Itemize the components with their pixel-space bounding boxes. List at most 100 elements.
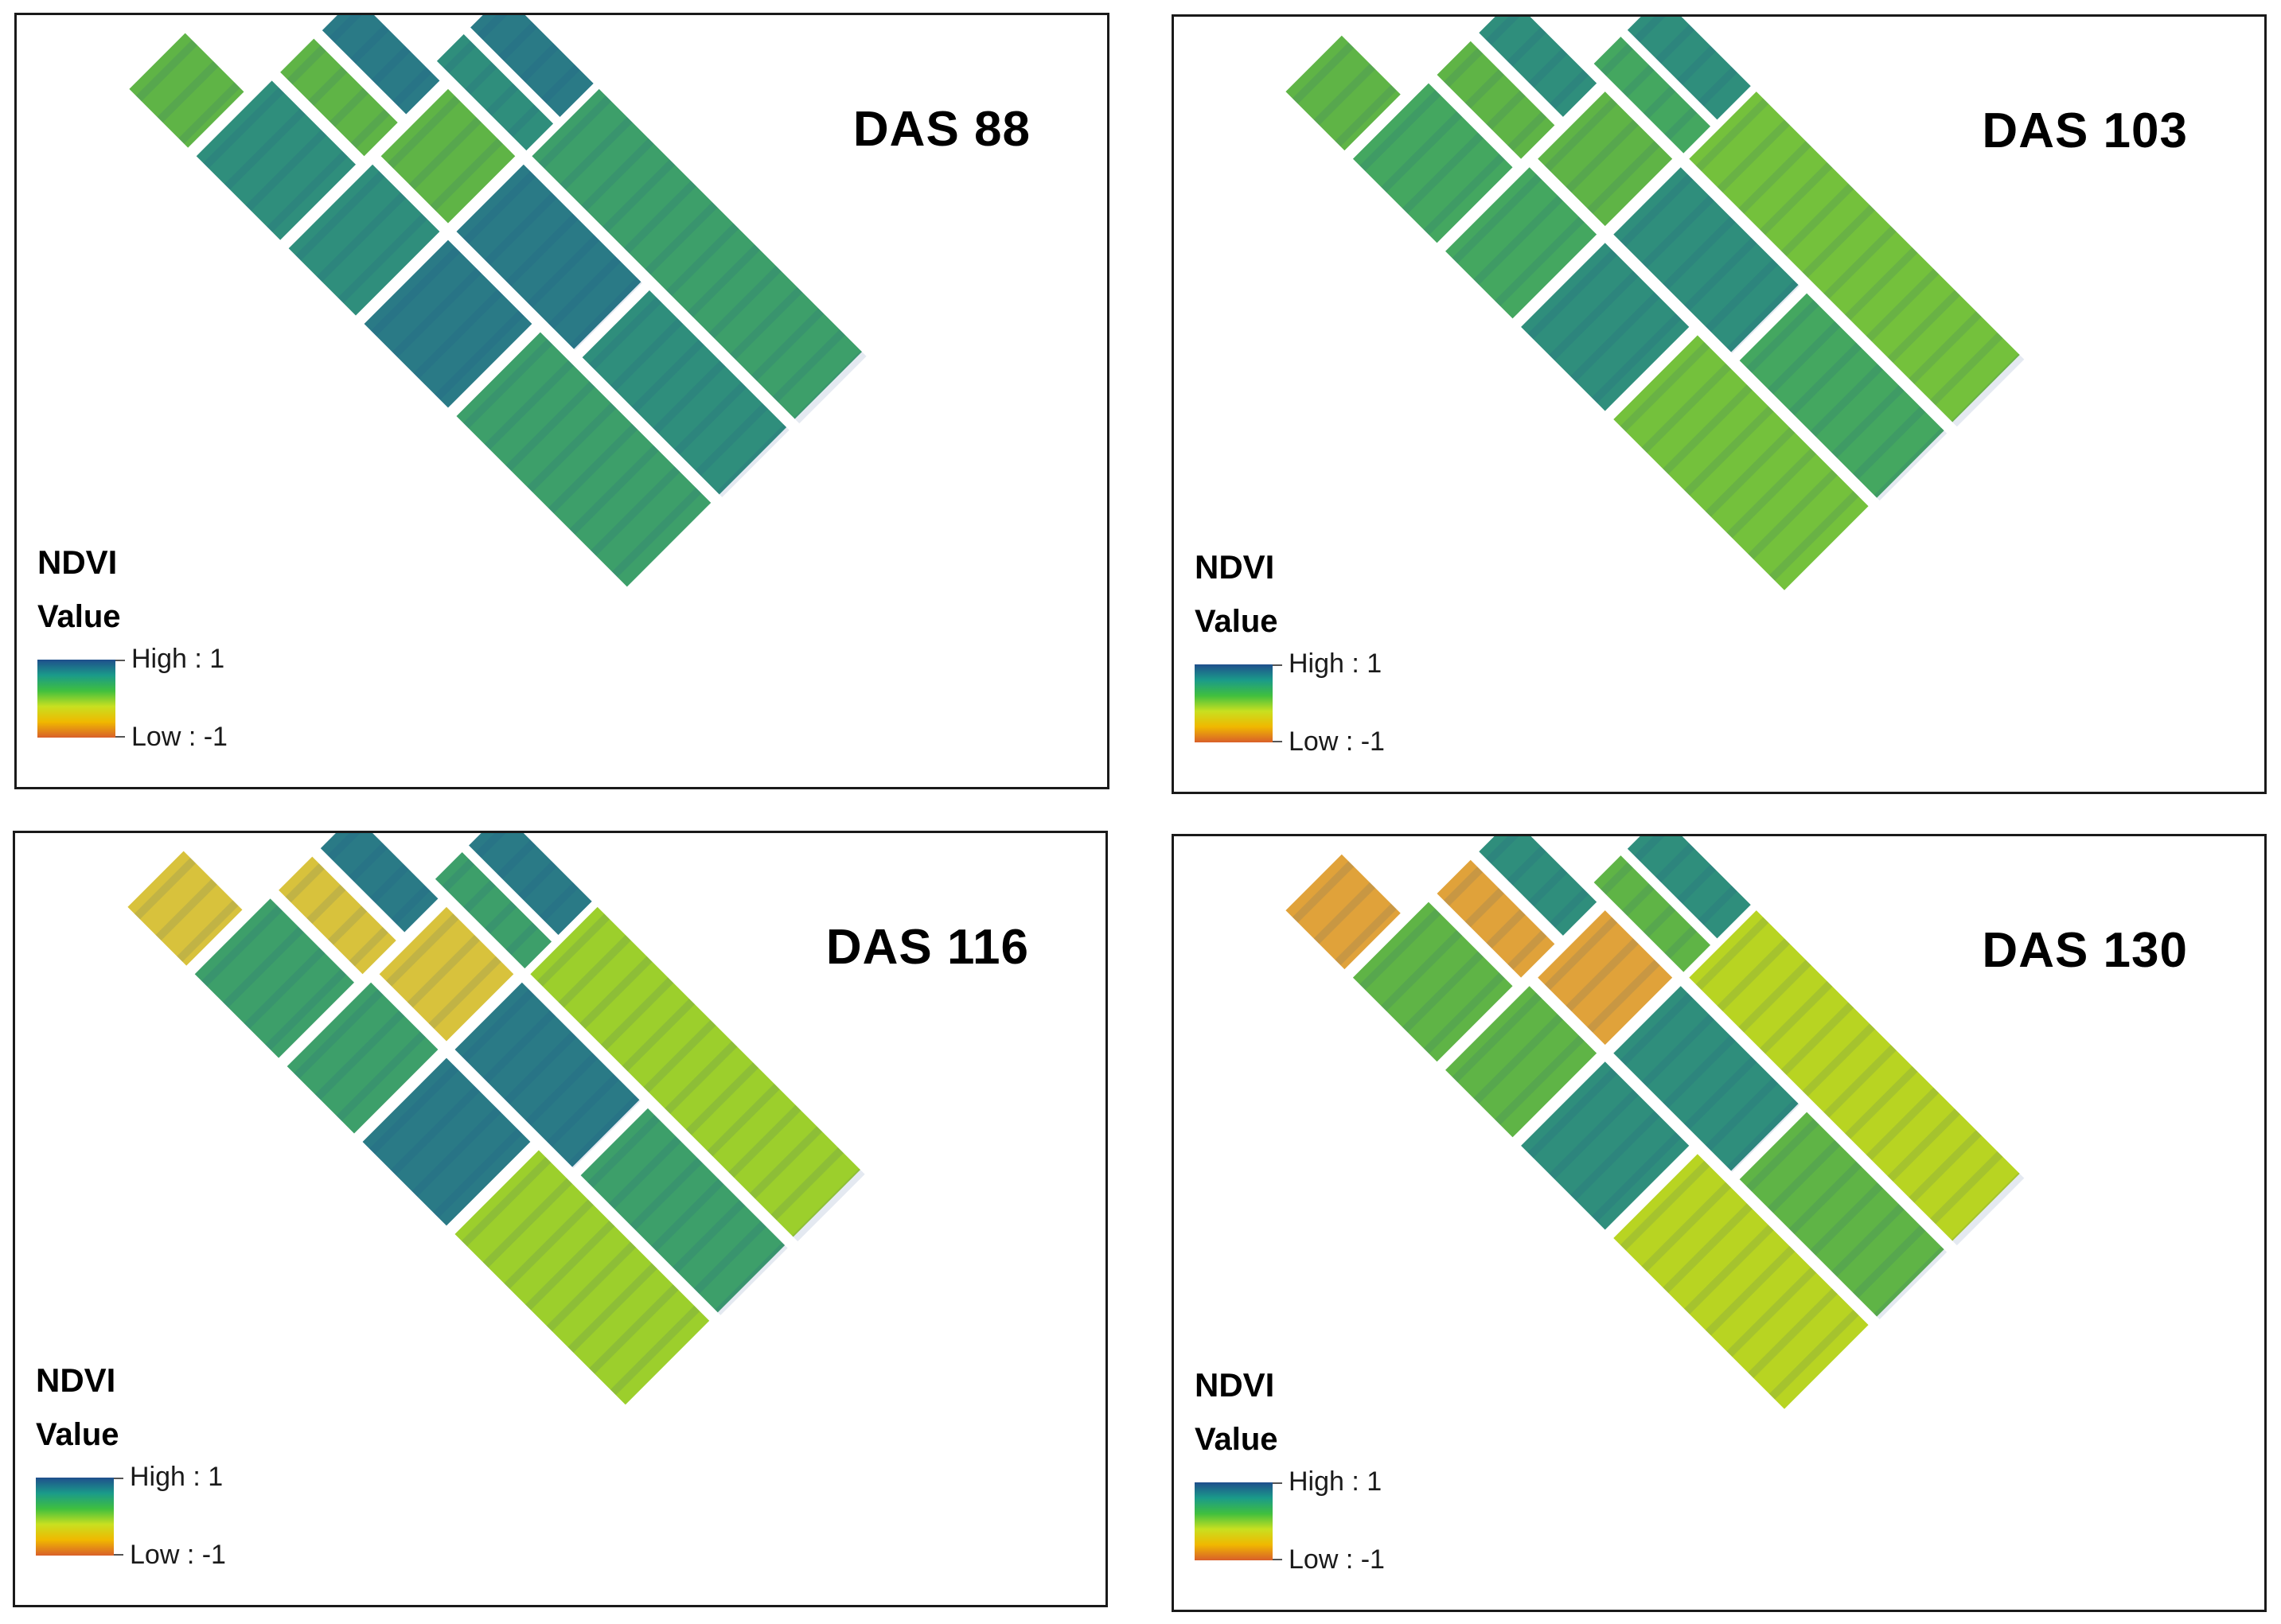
field-texture xyxy=(316,192,407,282)
field-texture xyxy=(631,339,704,413)
field-texture xyxy=(591,466,680,556)
field-texture xyxy=(203,87,285,169)
map-panel-das-116: DAS 116 NDVI Value High : 1 Low : -1 xyxy=(13,831,1108,1607)
field-texture xyxy=(1587,960,1660,1033)
field-texture xyxy=(1663,1203,1753,1293)
field-texture xyxy=(285,863,325,903)
field-texture xyxy=(1359,90,1441,172)
field-plot xyxy=(469,833,592,935)
field-plot xyxy=(456,164,641,349)
ndvi-legend: NDVI Value High : 1 Low : -1 xyxy=(37,543,300,758)
field-texture xyxy=(1746,1119,1819,1192)
field-texture xyxy=(371,45,411,85)
field-texture xyxy=(1810,364,1883,437)
field-texture xyxy=(728,1104,801,1178)
field-texture xyxy=(408,116,482,190)
field-texture xyxy=(525,1053,599,1126)
field-texture xyxy=(1587,141,1660,214)
ndvi-field-map xyxy=(1285,836,2025,1409)
legend-subtitle: Value xyxy=(36,1417,119,1452)
field-texture xyxy=(477,15,517,41)
field-texture xyxy=(484,360,575,450)
field-texture xyxy=(485,83,519,116)
field-texture xyxy=(1359,909,1441,991)
field-texture xyxy=(267,150,349,232)
field-texture xyxy=(287,45,326,85)
field-texture xyxy=(1620,1160,1710,1251)
field-texture xyxy=(1705,1245,1796,1336)
field-texture xyxy=(693,1221,766,1295)
field-texture xyxy=(308,66,348,106)
field-texture xyxy=(1930,1151,2003,1225)
field-texture xyxy=(428,956,501,1030)
field-texture xyxy=(433,1128,523,1218)
field-texture xyxy=(1874,1246,1948,1320)
legend-title: NDVI xyxy=(37,543,118,581)
field-texture xyxy=(1655,843,1695,882)
field-texture xyxy=(504,1031,577,1104)
field-texture xyxy=(1664,925,1698,959)
field-texture xyxy=(1641,195,1714,268)
field-texture xyxy=(792,1168,865,1242)
field-texture xyxy=(1641,1182,1732,1272)
ndvi-legend: NDVI Value High : 1 Low : -1 xyxy=(1195,548,1457,763)
field-texture xyxy=(1726,448,1817,539)
field-texture xyxy=(707,1083,780,1157)
field-texture xyxy=(1464,68,1504,109)
field-texture xyxy=(548,255,622,329)
field-texture xyxy=(1663,1035,1736,1108)
field-texture xyxy=(1507,27,1546,67)
field-plot xyxy=(320,833,439,933)
field-texture xyxy=(1381,929,1463,1011)
field-texture xyxy=(1452,173,1542,264)
field-plot xyxy=(1613,1154,1869,1409)
legend-tick-low xyxy=(1273,1559,1282,1560)
field-texture xyxy=(1495,216,1585,306)
field-texture xyxy=(443,41,477,74)
field-texture xyxy=(581,138,654,212)
legend-tick-low xyxy=(1273,741,1282,742)
field-texture xyxy=(665,1041,738,1114)
field-texture xyxy=(546,1073,620,1147)
field-plot xyxy=(1445,167,1597,319)
field-texture xyxy=(135,40,198,102)
legend-tick-low xyxy=(115,736,125,738)
field-texture xyxy=(687,244,761,317)
field-texture xyxy=(1641,1014,1714,1087)
field-texture xyxy=(497,839,536,879)
legend-color-ramp xyxy=(1195,1482,1273,1560)
field-texture xyxy=(1683,406,1774,496)
field-texture xyxy=(1313,63,1376,126)
field-texture xyxy=(772,329,845,403)
field-texture xyxy=(1760,162,1833,236)
field-texture xyxy=(349,927,388,967)
field-texture xyxy=(1464,887,1504,928)
field-texture xyxy=(672,1200,746,1273)
field-texture xyxy=(222,926,304,1008)
field-texture xyxy=(329,88,369,127)
field-texture xyxy=(1909,311,1982,384)
field-plot xyxy=(1689,92,2020,423)
field-plot xyxy=(1613,986,1799,1171)
field-texture xyxy=(1788,1161,1862,1235)
field-texture xyxy=(1909,1130,1982,1203)
field-texture xyxy=(336,1031,426,1122)
legend-low-label: Low : -1 xyxy=(131,722,228,752)
field-texture xyxy=(560,116,633,190)
field-texture xyxy=(1676,864,1717,904)
field-texture xyxy=(623,181,696,254)
field-plot xyxy=(1352,902,1513,1062)
field-texture xyxy=(1802,204,1876,278)
field-texture xyxy=(461,989,535,1062)
field-texture xyxy=(1292,42,1355,104)
field-texture xyxy=(463,880,496,913)
field-texture xyxy=(1726,1267,1817,1357)
legend-high-label: High : 1 xyxy=(1289,1466,1382,1497)
field-plot xyxy=(287,982,439,1134)
field-texture xyxy=(1726,280,1800,353)
field-texture xyxy=(245,130,327,212)
map-panel-das-88: DAS 88 NDVI Value High : 1 Low : -1 xyxy=(14,13,1109,789)
field-texture xyxy=(1621,883,1655,917)
field-texture xyxy=(538,95,612,169)
field-texture xyxy=(1423,972,1505,1054)
